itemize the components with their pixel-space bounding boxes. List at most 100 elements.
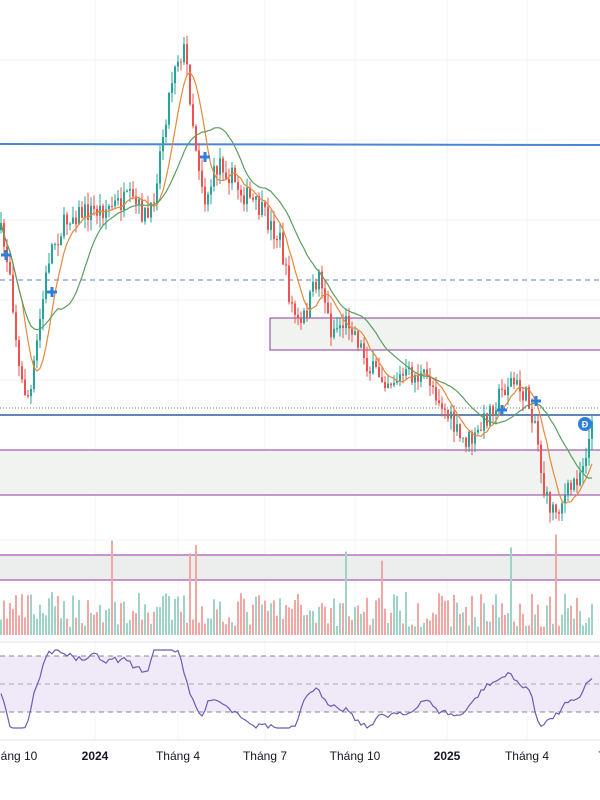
candle-body <box>249 187 251 198</box>
volume-bar <box>447 600 449 635</box>
volume-bar <box>468 625 470 635</box>
volume-bar <box>24 617 26 635</box>
candle-body <box>237 182 239 190</box>
candle-body <box>426 369 428 377</box>
candle-body <box>516 380 518 385</box>
candle-body <box>435 387 437 401</box>
volume-bar <box>285 605 287 635</box>
volume-bar <box>429 620 431 635</box>
volume-bar <box>3 600 5 635</box>
volume-bar <box>417 603 419 635</box>
volume-bar <box>567 608 569 635</box>
candle-body <box>33 360 35 390</box>
candle-body <box>462 437 464 439</box>
candle-body <box>453 411 455 432</box>
candle-body <box>15 312 17 341</box>
candle-body <box>240 189 242 196</box>
volume-bar <box>444 600 446 635</box>
volume-bar <box>441 595 443 635</box>
volume-bar <box>423 622 425 635</box>
volume-bar <box>132 611 134 635</box>
candle-body <box>222 158 224 173</box>
x-axis-label: 2024 <box>82 749 109 763</box>
volume-bar <box>390 612 392 635</box>
volume-bar <box>576 597 578 635</box>
candle-body <box>57 244 59 246</box>
volume-bar <box>573 618 575 635</box>
volume-bar <box>183 595 185 635</box>
candle-body <box>411 367 413 383</box>
volume-bar <box>309 610 311 635</box>
candle-body <box>39 319 41 341</box>
volume-bar <box>363 611 365 635</box>
candle-body <box>198 150 200 171</box>
candle-body <box>285 264 287 266</box>
volume-bar <box>342 603 344 635</box>
candle-body <box>558 512 560 514</box>
volume-bar <box>78 600 80 635</box>
candle-body <box>321 271 323 289</box>
candle-body <box>498 388 500 411</box>
candle-body <box>369 371 371 374</box>
candle-body <box>585 457 587 467</box>
candle-body <box>63 214 65 237</box>
volume-bar <box>210 618 212 635</box>
volume-bar <box>360 614 362 635</box>
volume-bar <box>564 593 566 635</box>
candle-body <box>153 202 155 204</box>
candle-body <box>375 361 377 367</box>
volume-bar <box>225 624 227 635</box>
volume-bar <box>66 618 68 635</box>
volume-bar <box>186 622 188 635</box>
candle-body <box>126 190 128 192</box>
volume-bar <box>315 622 317 635</box>
volume-bar <box>171 619 173 635</box>
volume-bar <box>504 614 506 635</box>
candle-body <box>168 92 170 125</box>
volume-bar <box>498 617 500 635</box>
candle-body <box>228 178 230 184</box>
volume-bar <box>6 618 8 635</box>
volume-bar <box>474 617 476 635</box>
candle-body <box>90 205 92 220</box>
candle-body <box>591 421 593 439</box>
candle-body <box>162 136 164 152</box>
candle-body <box>219 158 221 175</box>
zone-box <box>0 449 600 496</box>
x-axis-label: T <box>598 749 600 763</box>
candle-body <box>54 244 56 246</box>
x-axis-label: Tháng 4 <box>505 749 549 763</box>
candle-body <box>84 204 86 218</box>
candle-body <box>474 432 476 444</box>
candle-body <box>465 437 467 448</box>
candle-body <box>405 369 407 376</box>
volume-bar <box>75 617 77 635</box>
volume-bar <box>324 606 326 635</box>
candle-body <box>333 328 335 338</box>
volume-bar <box>156 606 158 635</box>
volume-bar <box>219 601 221 635</box>
candle-body <box>480 429 482 431</box>
volume-bar <box>240 593 242 635</box>
candle-body <box>282 232 284 265</box>
candle-body <box>129 189 131 191</box>
candle-body <box>309 291 311 318</box>
signal-badge[interactable] <box>578 417 592 431</box>
candle-body <box>438 400 440 404</box>
volume-bar <box>459 614 461 635</box>
volume-bar <box>147 612 149 635</box>
candle-body <box>171 83 173 93</box>
candle-body <box>555 504 557 513</box>
volume-bar <box>411 624 413 635</box>
candle-body <box>246 187 248 205</box>
volume-bar <box>222 621 224 635</box>
volume-bar <box>177 596 179 635</box>
volume-bar <box>510 547 512 635</box>
volume-bar <box>201 606 203 635</box>
volume-bar <box>33 614 35 635</box>
volume-bar <box>402 623 404 635</box>
volume-bar <box>168 596 170 635</box>
candle-body <box>531 408 533 423</box>
candle-body <box>318 271 320 290</box>
